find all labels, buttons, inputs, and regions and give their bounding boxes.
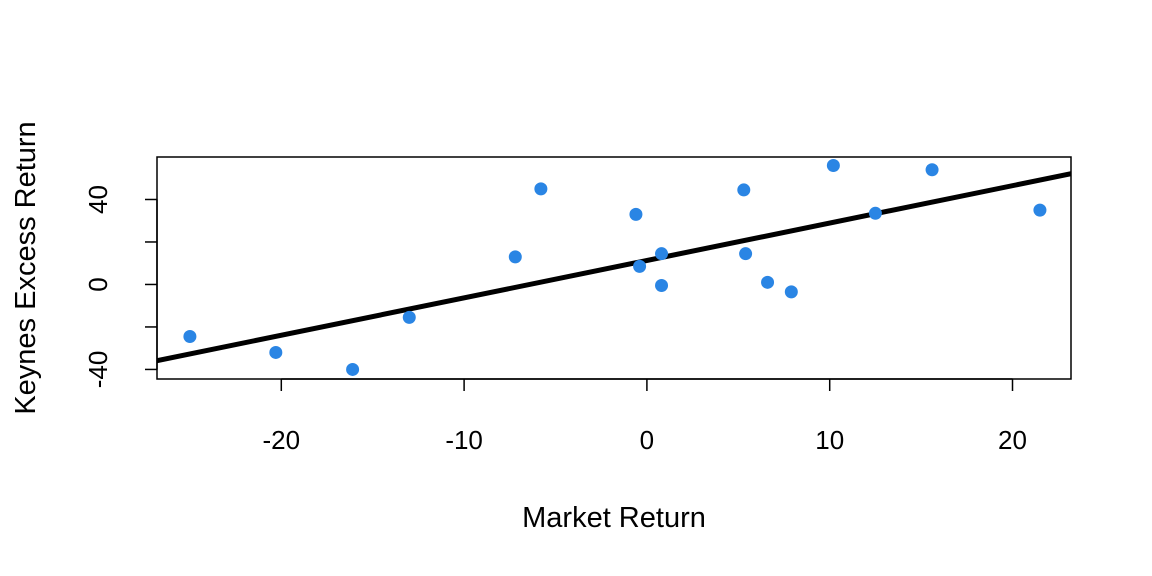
data-point — [784, 285, 798, 299]
y-axis-title: Keynes Excess Return — [10, 121, 42, 414]
data-point — [925, 163, 939, 177]
data-point — [508, 250, 522, 264]
data-point — [1033, 203, 1047, 217]
data-point — [183, 330, 197, 344]
x-tick-label: 20 — [998, 425, 1027, 455]
y-tick-label: -40 — [83, 351, 113, 389]
data-point — [868, 206, 882, 220]
y-axis: -40 0 40 — [83, 185, 158, 389]
data-point — [761, 275, 775, 289]
x-axis-title: Market Return — [522, 502, 706, 534]
data-point — [655, 247, 669, 261]
plot-layer — [157, 158, 1071, 376]
y-tick-label: 0 — [83, 277, 113, 291]
data-point — [737, 183, 751, 197]
x-tick-label: -10 — [445, 425, 483, 455]
x-tick-label: 0 — [640, 425, 654, 455]
data-point — [739, 247, 753, 261]
x-tick-label: -20 — [263, 425, 301, 455]
data-point — [402, 310, 416, 324]
data-point — [629, 207, 643, 221]
regression-line — [157, 171, 1071, 364]
x-tick-label: 10 — [815, 425, 844, 455]
data-point — [269, 345, 283, 359]
data-point — [633, 259, 647, 273]
y-tick-label: 40 — [83, 185, 113, 214]
data-point — [346, 362, 360, 376]
data-point — [655, 279, 669, 293]
x-axis: -20 -10 0 10 20 — [263, 378, 1027, 455]
data-point — [826, 158, 840, 172]
data-point — [534, 182, 548, 196]
